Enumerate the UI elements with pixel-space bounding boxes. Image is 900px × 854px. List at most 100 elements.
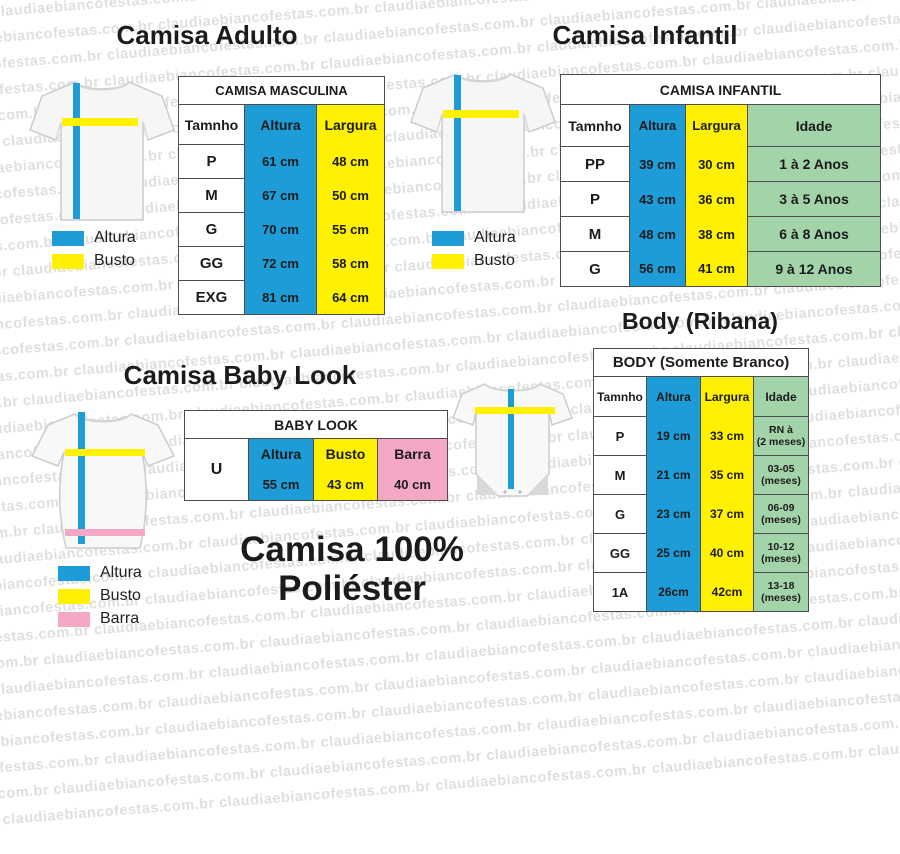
col-header-busto: Busto: [313, 438, 378, 470]
legend-babylook: Altura Busto Barra: [58, 564, 142, 628]
col-header-idade: Idade: [752, 376, 810, 417]
table-row: M 48 cm 38 cm 6 à 8 Anos: [560, 216, 882, 252]
baby-look-table: BABY LOOK U Altura Busto Barra 55 cm 43 …: [184, 410, 448, 501]
tshirt-adult-icon: [29, 81, 175, 221]
table-row: EXG 81 cm 64 cm: [178, 280, 385, 315]
altura-cell: 61 cm: [244, 144, 317, 179]
altura-cell: 21 cm: [646, 455, 701, 495]
barra-cell: 40 cm: [377, 469, 448, 501]
legend-item-barra: Barra: [58, 610, 142, 628]
busto-color-swatch: [432, 253, 464, 269]
table-row: G 70 cm 55 cm: [178, 212, 385, 247]
idade-cell: RN à (2 meses): [752, 416, 810, 456]
idade-cell: 9 à 12 Anos: [746, 251, 882, 287]
header-row: Tamnho Altura Largura Idade: [593, 376, 810, 417]
altura-line: [78, 412, 85, 544]
idade-cell: 1 à 2 Anos: [746, 146, 882, 182]
altura-cell: 81 cm: [244, 280, 317, 315]
altura-cell: 67 cm: [244, 178, 317, 213]
table-row: GG 25 cm 40 cm 10-12 (meses): [593, 533, 810, 573]
busto-color-swatch: [58, 588, 90, 604]
legend-label: Altura: [100, 564, 142, 581]
size-cell: GG: [178, 246, 245, 281]
col-header-largura: Largura: [316, 104, 385, 145]
largura-cell: 33 cm: [700, 416, 754, 456]
size-cell: PP: [560, 146, 630, 182]
table-row: G 56 cm 41 cm 9 à 12 Anos: [560, 251, 882, 287]
altura-cell: 55 cm: [248, 469, 314, 501]
col-header-altura: Altura: [646, 376, 701, 417]
section-title-camisa-infantil: Camisa Infantil: [552, 20, 738, 50]
altura-color-swatch: [58, 565, 90, 581]
col-header-altura: Altura: [248, 438, 314, 470]
size-cell: P: [593, 416, 647, 456]
legend-item-busto: Busto: [58, 587, 142, 605]
altura-line: [73, 83, 80, 219]
largura-cell: 64 cm: [316, 280, 385, 315]
size-cell: GG: [593, 533, 647, 573]
largura-cell: 55 cm: [316, 212, 385, 247]
camisa-masculina-table: CAMISA MASCULINA Tamnho Altura Largura P…: [178, 76, 385, 315]
section-title-camisa-baby-look: Camisa Baby Look: [123, 360, 357, 390]
largura-line: [475, 407, 555, 414]
babylook-shirt-illustration: [18, 398, 188, 560]
size-cell: G: [560, 251, 630, 287]
table-title: CAMISA INFANTIL: [559, 74, 882, 105]
table-row: M 21 cm 35 cm 03-05 (meses): [593, 455, 810, 495]
barra-color-swatch: [58, 611, 90, 627]
largura-cell: 58 cm: [316, 246, 385, 281]
size-cell: M: [593, 455, 647, 495]
idade-cell: 6 à 8 Anos: [746, 216, 882, 252]
busto-line: [65, 449, 145, 456]
idade-cell: 3 à 5 Anos: [746, 181, 882, 217]
col-header-largura: Largura: [700, 376, 754, 417]
largura-cell: 37 cm: [700, 494, 754, 534]
header-row: Tamnho Altura Largura: [178, 104, 385, 145]
body-onesie-illustration: [435, 362, 590, 527]
altura-cell: 43 cm: [629, 181, 686, 217]
table-row: GG 72 cm 58 cm: [178, 246, 385, 281]
infantil-shirt-illustration: [403, 64, 563, 222]
legend-item-altura: Altura: [58, 564, 142, 582]
largura-cell: 40 cm: [700, 533, 754, 573]
idade-cell: 10-12 (meses): [752, 533, 810, 573]
busto-line: [62, 118, 138, 126]
col-header-altura: Altura: [244, 104, 317, 145]
col-header-largura: Largura: [685, 104, 748, 147]
table-row: M 67 cm 50 cm: [178, 178, 385, 213]
largura-cell: 41 cm: [685, 251, 748, 287]
col-header-idade: Idade: [746, 104, 882, 147]
size-cell: P: [178, 144, 245, 179]
altura-cell: 19 cm: [646, 416, 701, 456]
body-table: BODY (Somente Branco) Tamnho Altura Larg…: [592, 348, 810, 612]
barra-line: [65, 529, 145, 536]
idade-cell: 03-05 (meses): [752, 455, 810, 495]
tshirt-babylook-icon: [30, 412, 176, 549]
legend-item-altura: Altura: [432, 229, 516, 247]
legend-adult: Altura Busto: [52, 229, 136, 270]
largura-cell: 35 cm: [700, 455, 754, 495]
table-row: G 23 cm 37 cm 06-09 (meses): [593, 494, 810, 534]
size-cell: EXG: [178, 280, 245, 315]
section-title-camisa-adulto: Camisa Adulto: [116, 20, 298, 50]
col-header-tamnho: Tamnho: [593, 376, 647, 417]
legend-item-altura: Altura: [52, 229, 136, 247]
largura-cell: 38 cm: [685, 216, 748, 252]
altura-cell: 26cm: [646, 572, 701, 612]
legend-label: Busto: [100, 587, 141, 604]
legend-label: Busto: [94, 252, 135, 269]
table-row: P 61 cm 48 cm: [178, 144, 385, 179]
altura-cell: 56 cm: [629, 251, 686, 287]
busto-line: [443, 110, 519, 118]
product-material-line1: Camisa 100%: [240, 530, 464, 569]
size-cell: 1A: [593, 572, 647, 612]
leg-shading-right: [527, 475, 548, 495]
altura-cell: 70 cm: [244, 212, 317, 247]
largura-cell: 30 cm: [685, 146, 748, 182]
altura-cell: 48 cm: [629, 216, 686, 252]
camisa-infantil-table: CAMISA INFANTIL Tamnho Altura Largura Id…: [559, 74, 882, 287]
col-header-barra: Barra: [377, 438, 448, 470]
table-row: 1A 26cm 42cm 13-18 (meses): [593, 572, 810, 612]
table-row: PP 39 cm 30 cm 1 à 2 Anos: [560, 146, 882, 182]
idade-cell: 13-18 (meses): [752, 572, 810, 612]
